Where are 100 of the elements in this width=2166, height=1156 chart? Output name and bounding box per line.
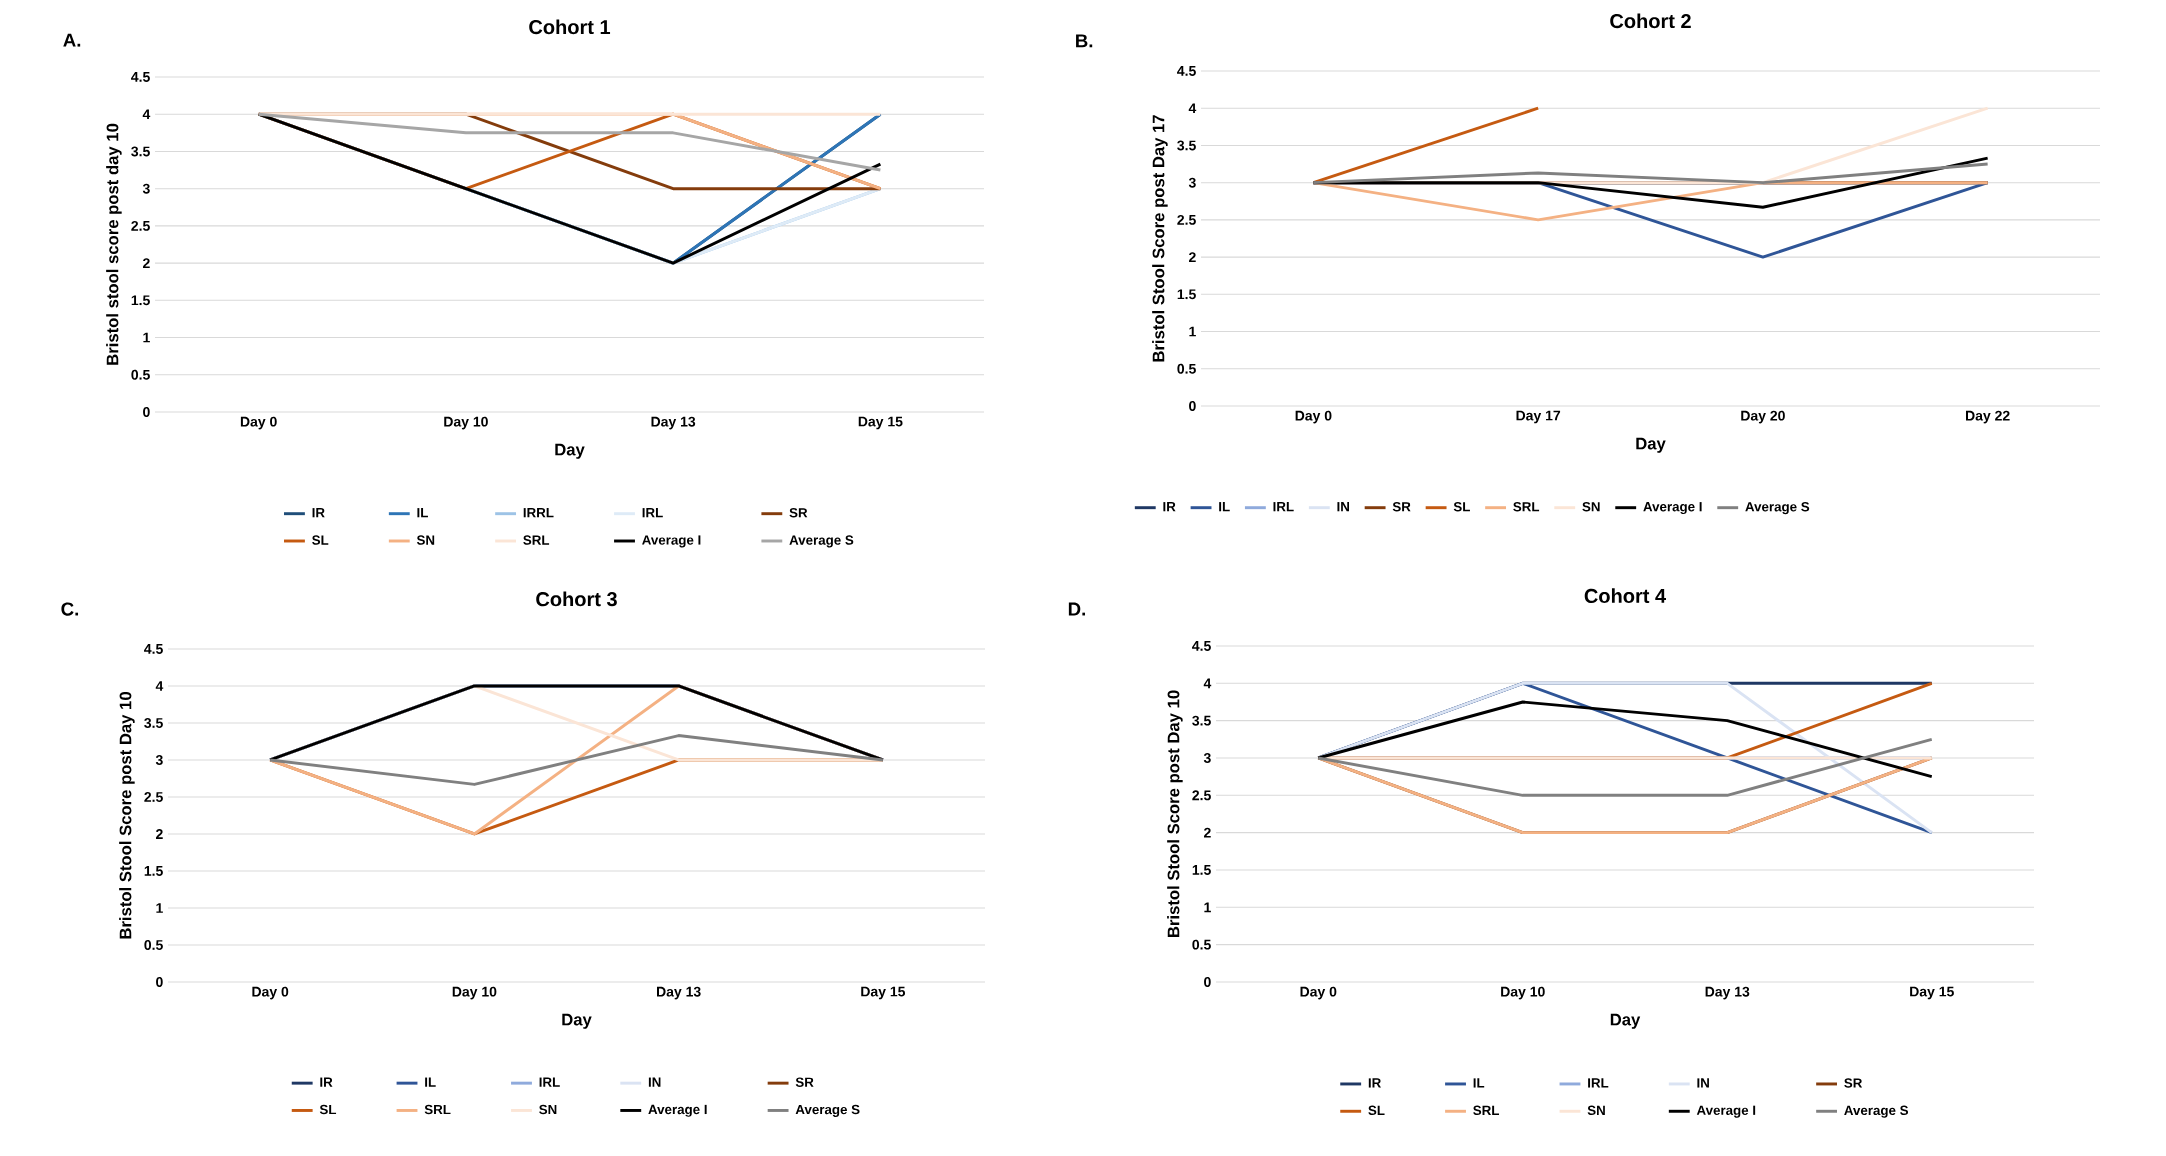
y-tick-label: 3 xyxy=(142,183,150,194)
y-tick-label: 4 xyxy=(142,109,151,120)
y-tick-label: 3.5 xyxy=(144,718,163,728)
legend-label: IRL xyxy=(1588,1078,1609,1088)
x-tick-label: Day 13 xyxy=(1705,986,1750,1000)
x-tick-label: Day 10 xyxy=(1501,986,1545,1000)
y-tick-label: 4 xyxy=(155,681,164,691)
legend-label: Average I xyxy=(648,1104,707,1117)
legend-label: SN xyxy=(1587,1105,1605,1116)
y-tick-label: 1.5 xyxy=(131,295,150,306)
legend-label: SR xyxy=(789,508,808,518)
legend-label: IRL xyxy=(539,1077,560,1087)
y-tick-label: 4.5 xyxy=(1192,641,1211,651)
y-axis-title: Bristol Stool Score post Day 10 xyxy=(119,692,135,939)
y-tick-label: 4.5 xyxy=(144,644,163,654)
text: A. xyxy=(63,33,81,47)
y-tick-label: 0.5 xyxy=(131,369,150,380)
y-tick-label: 2.5 xyxy=(1177,214,1196,225)
legend-label: SRL xyxy=(424,1104,451,1115)
x-tick-label: Day 10 xyxy=(452,986,497,1000)
legend-label: SR xyxy=(1392,502,1411,512)
y-tick-label: 2 xyxy=(1204,827,1211,838)
x-tick-label: Day 22 xyxy=(1966,410,2010,424)
y-tick-label: 3.5 xyxy=(131,146,150,157)
y-tick-label: 1.5 xyxy=(144,866,163,876)
legend-label: IRL xyxy=(642,508,663,518)
y-tick-label: 1 xyxy=(143,332,150,343)
y-axis-title: Bristol Stool Score post Day 17 xyxy=(1152,115,1168,362)
x-tick-label: Day 0 xyxy=(252,986,289,1000)
legend-label: IL xyxy=(1219,502,1230,512)
legend-label: SRL xyxy=(523,535,550,545)
x-axis-title: Day xyxy=(555,443,585,459)
legend-label: Average S xyxy=(789,535,854,548)
y-tick-label: 2 xyxy=(156,829,163,839)
y-tick-label: 0 xyxy=(143,407,150,417)
text: D. xyxy=(1068,602,1086,616)
legend-label: IR xyxy=(1368,1078,1381,1088)
legend-label: IN xyxy=(648,1077,661,1087)
legend-label: SR xyxy=(795,1077,814,1087)
y-tick-label: 4 xyxy=(1203,678,1212,689)
chart-title: Cohort 4 xyxy=(1584,588,1666,604)
x-tick-label: Day 17 xyxy=(1516,410,1561,424)
y-tick-label: 3 xyxy=(1188,177,1196,188)
x-tick-label: Day 15 xyxy=(858,416,903,430)
x-tick-label: Day 13 xyxy=(651,416,696,430)
x-tick-label: Day 0 xyxy=(240,416,277,430)
legend-label: Average I xyxy=(1643,502,1702,515)
y-tick-label: 0 xyxy=(1189,401,1196,411)
chart-title: Cohort 3 xyxy=(536,591,617,607)
legend-label: IR xyxy=(312,508,325,518)
legend-label: SRL xyxy=(1513,502,1540,512)
legend-label: IN xyxy=(1337,502,1349,512)
x-tick-label: Day 10 xyxy=(444,416,488,430)
y-tick-label: 3.5 xyxy=(1177,140,1196,151)
y-tick-label: 0.5 xyxy=(144,940,163,950)
legend-label: IL xyxy=(425,1077,436,1087)
legend-label: Average S xyxy=(1745,502,1810,515)
y-tick-label: 2 xyxy=(1189,252,1196,262)
y-tick-label: 3.5 xyxy=(1192,715,1211,726)
y-tick-label: 0 xyxy=(156,977,163,987)
x-axis-title: Day xyxy=(1610,1013,1641,1029)
legend-label: SR xyxy=(1844,1078,1863,1088)
legend-label: IRL xyxy=(1273,502,1294,512)
x-tick-label: Day 20 xyxy=(1741,410,1785,424)
legend-label: IN xyxy=(1697,1078,1709,1088)
x-tick-label: Day 0 xyxy=(1300,986,1337,1000)
y-tick-label: 3 xyxy=(155,755,163,765)
y-tick-label: 3 xyxy=(1203,753,1211,763)
y-tick-label: 4 xyxy=(1188,103,1197,114)
legend-label: IRRL xyxy=(523,508,554,518)
legend-label: IR xyxy=(1163,502,1176,512)
x-tick-label: Day 15 xyxy=(861,986,906,1000)
text: C. xyxy=(61,602,79,616)
legend-label: SN xyxy=(1582,502,1600,512)
legend-label: Average S xyxy=(795,1104,860,1117)
legend-label: IR xyxy=(320,1077,333,1087)
chart-title: Cohort 1 xyxy=(529,19,611,35)
y-tick-label: 2.5 xyxy=(144,792,163,802)
legend-label: SN xyxy=(416,535,435,545)
y-tick-label: 1.5 xyxy=(1192,865,1211,875)
text: B. xyxy=(1076,34,1093,48)
y-tick-label: 1 xyxy=(1204,902,1211,913)
y-tick-label: 2.5 xyxy=(1192,790,1211,801)
y-tick-label: 4.5 xyxy=(131,72,150,82)
y-tick-label: 2.5 xyxy=(131,220,150,231)
legend-label: IL xyxy=(1473,1078,1485,1088)
legend-label: Average I xyxy=(1696,1105,1756,1118)
legend-label: SRL xyxy=(1473,1105,1500,1116)
legend-label: SL xyxy=(1368,1105,1385,1116)
y-tick-label: 0 xyxy=(1204,977,1211,987)
x-axis-title: Day xyxy=(1636,437,1666,453)
x-tick-label: Day 0 xyxy=(1295,410,1332,424)
y-tick-label: 1 xyxy=(1189,326,1196,337)
legend-label: SN xyxy=(539,1104,557,1115)
y-tick-label: 4.5 xyxy=(1177,66,1196,76)
legend-label: Average S xyxy=(1844,1105,1909,1118)
y-axis-title: Bristol Stool Score post Day 10 xyxy=(1167,690,1183,937)
legend-label: SL xyxy=(312,535,329,545)
chart-title: Cohort 2 xyxy=(1610,13,1691,29)
y-tick-label: 1.5 xyxy=(1177,289,1196,300)
